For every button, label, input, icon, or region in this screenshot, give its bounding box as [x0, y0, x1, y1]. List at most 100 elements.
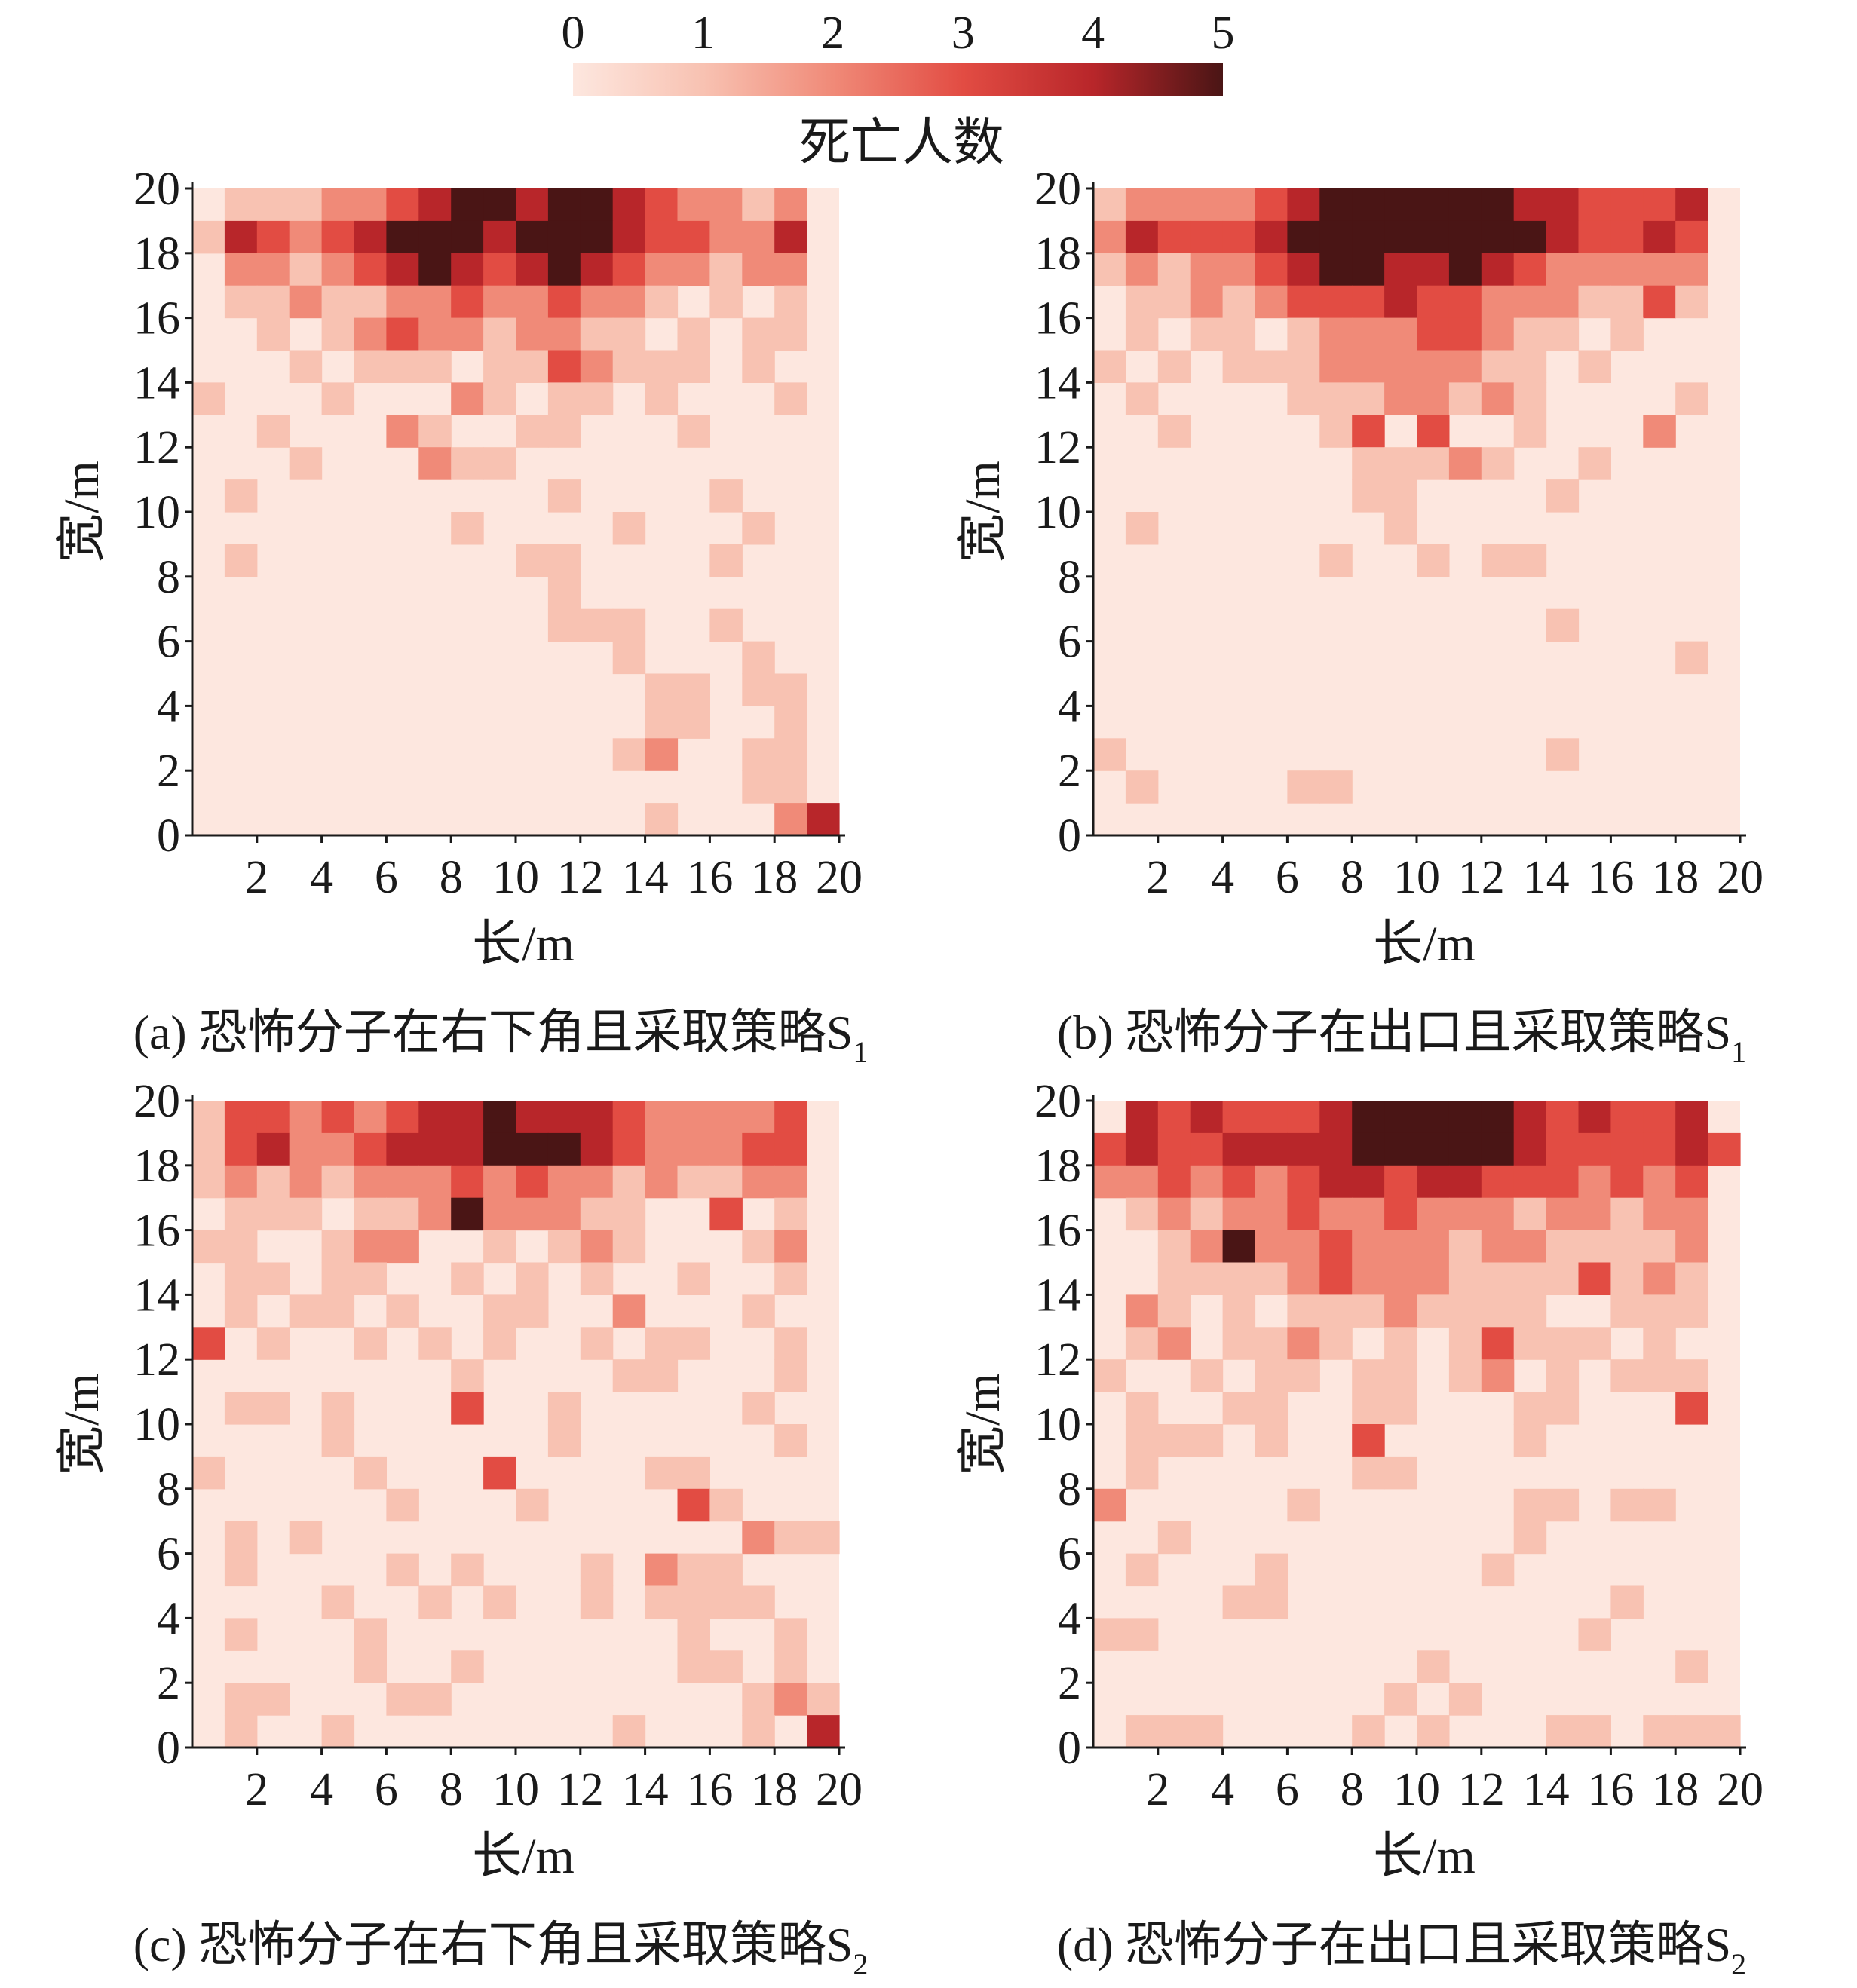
y-tick-label: 14 [133, 1270, 180, 1321]
heatmap-cell [709, 1585, 743, 1619]
heatmap-cell [1417, 544, 1450, 577]
heatmap-cell [451, 512, 484, 545]
heatmap-cell [1255, 1197, 1288, 1231]
heatmap-cell [1157, 220, 1191, 254]
heatmap-cell [1675, 1101, 1708, 1134]
heatmap-cell [224, 1132, 258, 1166]
y-tick-label: 8 [157, 1464, 180, 1515]
heatmap-cell [1319, 350, 1353, 383]
heatmap-cell [386, 1101, 419, 1134]
heatmap-cell [386, 1197, 419, 1231]
heatmap-cell [774, 1683, 807, 1716]
heatmap-cell [516, 1262, 549, 1295]
heatmap-cell [1675, 1359, 1708, 1392]
heatmap-cell [1448, 447, 1482, 480]
heatmap-cell [774, 1424, 807, 1457]
heatmap-cell [1222, 1230, 1256, 1264]
y-tick-label: 16 [133, 1205, 180, 1257]
heatmap-cell [224, 253, 258, 286]
heatmap-cell [547, 1392, 581, 1425]
heatmap-cell [774, 706, 807, 739]
heatmap-cell [1384, 253, 1417, 286]
heatmap-cell [354, 188, 387, 222]
heatmap-cell [224, 1553, 258, 1587]
heatmap-cell [418, 1585, 452, 1619]
heatmap-cell [1287, 1197, 1320, 1231]
heatmap-cell [1125, 1715, 1159, 1748]
heatmap-cell [742, 1165, 775, 1199]
heatmap-cell [1417, 1197, 1450, 1231]
heatmap-cell [418, 220, 452, 254]
y-tick-label: 0 [1058, 1723, 1081, 1774]
heatmap-cell [1222, 1327, 1256, 1360]
heatmap-cell [1222, 253, 1256, 286]
x-tick-label: 6 [1276, 852, 1299, 903]
heatmap-cell [1675, 1230, 1708, 1264]
heatmap-cell [1643, 1294, 1676, 1328]
heatmap-cell [1481, 1327, 1515, 1360]
y-tick-label: 8 [1058, 552, 1081, 603]
heatmap-cell [742, 220, 775, 254]
x-axis-title: 长/m [472, 1829, 575, 1884]
heatmap-cell [580, 1585, 614, 1619]
heatmap-cell [1125, 512, 1159, 545]
heatmap-cell [1610, 1488, 1644, 1522]
heatmap-cell [1157, 350, 1191, 383]
heatmap-cell [1578, 285, 1611, 319]
heatmap-cell [1610, 1197, 1644, 1231]
heatmap-cell [742, 641, 775, 675]
heatmap-cell [256, 415, 290, 448]
heatmap-cell [418, 1101, 452, 1134]
heatmap-cell [774, 285, 807, 319]
heatmap-cell [774, 673, 807, 706]
heatmap-cell [224, 1715, 258, 1748]
x-tick-label: 10 [1393, 1764, 1440, 1815]
heatmap-cell [192, 382, 225, 415]
y-tick-label: 4 [1058, 681, 1081, 732]
x-tick-label: 8 [440, 852, 463, 903]
heatmap-cell [1157, 415, 1191, 448]
x-tick-label: 12 [1458, 852, 1505, 903]
heatmap-cell [418, 317, 452, 351]
heatmap-cell [709, 1197, 743, 1231]
heatmap-cell [1513, 1197, 1547, 1231]
heatmap-cell [580, 1327, 614, 1360]
heatmap-cell [224, 188, 258, 222]
heatmap-cell [1417, 415, 1450, 448]
heatmap-cell [354, 1101, 387, 1134]
heatmap-cell [1675, 641, 1708, 675]
heatmap-cell [645, 803, 679, 836]
heatmap-cell [451, 317, 484, 351]
heatmap-cell [1222, 1101, 1256, 1134]
y-tick-label: 4 [157, 681, 180, 732]
y-tick-label: 6 [1058, 1529, 1081, 1580]
heatmap-cell [192, 220, 225, 254]
heatmap-cell [1675, 1165, 1708, 1199]
heatmap-cell [256, 1165, 290, 1199]
heatmap-cell [1319, 544, 1353, 577]
heatmap-cell [1157, 285, 1191, 319]
heatmap-cell [677, 317, 710, 351]
heatmap-cell [1352, 382, 1385, 415]
heatmap-cell [612, 1294, 646, 1328]
heatmap-cell [1255, 285, 1288, 319]
heatmap-cell [1157, 1165, 1191, 1199]
heatmap-cell [1125, 188, 1159, 222]
heatmap-cell [354, 1650, 387, 1683]
heatmap-cell [1384, 1683, 1417, 1716]
heatmap-cell [807, 1715, 840, 1748]
heatmap-cell [418, 1327, 452, 1360]
x-tick-label: 16 [686, 852, 733, 903]
heatmap-cell [1448, 382, 1482, 415]
heatmap-cell [321, 1262, 355, 1295]
heatmap-cell [709, 188, 743, 222]
y-tick-label: 6 [157, 1529, 180, 1580]
heatmap-cell [1481, 1262, 1515, 1295]
heatmap-cell [451, 285, 484, 319]
heatmap-cell [547, 220, 581, 254]
heatmap-cell [1255, 1230, 1288, 1264]
heatmap-cell [677, 350, 710, 383]
heatmap-cell [224, 1230, 258, 1264]
heatmap-cell [1481, 1197, 1515, 1231]
